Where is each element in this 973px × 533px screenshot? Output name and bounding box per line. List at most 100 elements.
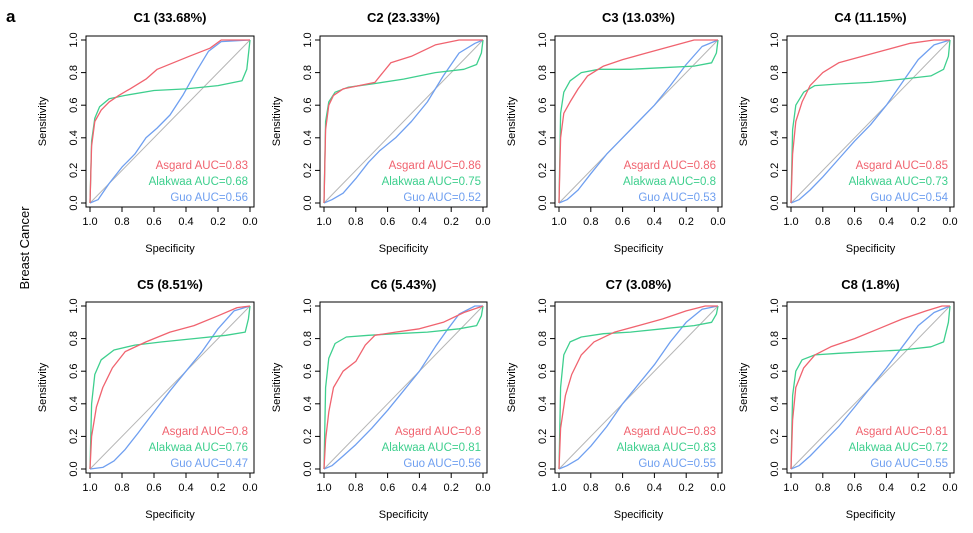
y-axis-label: Sensitivity [37,362,49,412]
legend-asgard: Asgard AUC=0.81 [856,426,948,438]
roc-line-asgard [790,39,950,204]
roc-panel-2: C2 (23.33%) 1.0 0.8 0.6 0.4 0.2 0.0 0.0 0.2 0.4 0.… [271,10,491,255]
x-tick-label: 1.0 [316,216,331,228]
x-tick-label: 0.6 [847,482,862,494]
y-axis-label: Sensitivity [271,362,283,412]
legend-asgard: Asgard AUC=0.83 [624,426,716,438]
x-tick-label: 0.0 [475,216,490,228]
y-tick-label: 0.8 [68,65,80,80]
x-tick-label: 0.4 [647,482,662,494]
x-tick-label: 0.8 [348,482,363,494]
x-tick-label: 0.0 [242,482,257,494]
roc-line-asgard [323,39,483,204]
y-tick-label: 0.4 [769,396,781,411]
roc-panel-3: C3 (13.03%) 1.0 0.8 0.6 0.4 0.2 0.0 0.0 0.2 0.4 0.… [506,10,726,255]
x-tick-label: 0.2 [210,482,225,494]
legend-asgard: Asgard AUC=0.8 [395,426,481,438]
x-tick-label: 0.4 [879,482,894,494]
roc-line-guo [89,305,251,470]
x-axis-label: Specificity [846,509,896,521]
x-axis-label: Specificity [846,243,896,255]
y-tick-label: 0.2 [68,163,80,178]
legend-asgard: Asgard AUC=0.83 [156,160,248,172]
x-axis-label: Specificity [145,243,195,255]
y-tick-label: 0.2 [537,429,549,444]
plot-frame [554,35,723,208]
legend-guo: Guo AUC=0.56 [170,192,248,204]
y-tick-label: 0.0 [68,461,80,476]
legend-alakwaa: Alakwaa AUC=0.83 [617,442,716,454]
roc-panel-6: C6 (5.43%) 1.0 0.8 0.6 0.4 0.2 0.0 0.0 0.2 0.4 0.6… [271,277,491,521]
x-axis-label: Specificity [614,509,664,521]
roc-panel-7: C7 (3.08%) 1.0 0.8 0.6 0.4 0.2 0.0 0.0 0.2 0.4 0.6… [506,277,726,521]
x-tick-label: 0.2 [911,216,926,228]
roc-line-asgard [558,39,718,204]
legend-alakwaa: Alakwaa AUC=0.68 [149,176,248,188]
y-axis-label: Sensitivity [271,96,283,146]
y-tick-label: 0.4 [302,396,314,411]
y-tick-label: 1.0 [302,298,314,313]
y-tick-label: 1.0 [302,32,314,47]
x-tick-label: 0.4 [178,216,193,228]
diagonal-reference-line [558,305,719,470]
legend-alakwaa: Alakwaa AUC=0.76 [149,442,248,454]
roc-line-guo [790,39,951,204]
roc-line-alakwaa [558,39,719,204]
legend-alakwaa: Alakwaa AUC=0.81 [382,442,481,454]
roc-panel-4: C4 (11.15%) 1.0 0.8 0.6 0.4 0.2 0.0 0.0 0.2 0.4 0.… [738,10,958,255]
y-tick-label: 0.6 [68,98,80,113]
y-tick-label: 0.8 [769,65,781,80]
plot-frame [786,35,955,208]
x-tick-label: 0.6 [847,216,862,228]
x-tick-label: 0.2 [210,216,225,228]
x-tick-label: 0.2 [444,482,459,494]
y-tick-label: 1.0 [537,32,549,47]
y-tick-label: 0.0 [537,195,549,210]
y-tick-label: 0.0 [769,195,781,210]
x-tick-label: 0.6 [380,216,395,228]
y-tick-label: 0.8 [537,65,549,80]
roc-line-asgard [558,305,718,470]
legend-asgard: Asgard AUC=0.86 [624,160,716,172]
diagonal-reference-line [89,39,251,204]
x-axis-label: Specificity [379,243,429,255]
x-tick-label: 0.8 [114,216,129,228]
legend-asgard: Asgard AUC=0.8 [162,426,248,438]
x-tick-label: 0.8 [815,482,830,494]
panel-title: C2 (23.33%) [367,10,440,25]
x-axis-label: Specificity [379,509,429,521]
legend-asgard: Asgard AUC=0.86 [389,160,481,172]
roc-line-alakwaa [790,39,951,204]
roc-line-asgard [89,305,251,470]
y-axis-label: Sensitivity [738,362,750,412]
legend-guo: Guo AUC=0.52 [403,192,481,204]
diagonal-reference-line [89,305,251,470]
y-axis-label: Sensitivity [738,96,750,146]
x-tick-label: 0.2 [444,216,459,228]
y-tick-label: 0.0 [537,461,549,476]
y-tick-label: 0.0 [68,195,80,210]
plot-frame [554,301,723,474]
plot-frame [319,35,488,208]
plot-frame [786,301,955,474]
x-tick-label: 0.8 [348,216,363,228]
x-tick-label: 1.0 [551,482,566,494]
y-tick-label: 0.0 [302,195,314,210]
roc-line-asgard [89,39,250,204]
y-axis-label: Sensitivity [506,362,518,412]
y-tick-label: 0.8 [769,331,781,346]
legend-guo: Guo AUC=0.53 [638,192,716,204]
panel-title: C6 (5.43%) [371,277,437,292]
x-tick-label: 0.0 [710,216,725,228]
y-axis-label: Sensitivity [506,96,518,146]
roc-line-asgard [790,305,950,470]
roc-line-asgard [323,305,484,470]
plot-frame [85,301,255,474]
x-tick-label: 0.4 [178,482,193,494]
roc-line-guo [558,39,719,204]
x-tick-label: 0.2 [911,482,926,494]
x-tick-label: 1.0 [783,216,798,228]
y-tick-label: 0.0 [769,461,781,476]
y-tick-label: 0.4 [68,130,80,145]
diagonal-reference-line [323,39,484,204]
